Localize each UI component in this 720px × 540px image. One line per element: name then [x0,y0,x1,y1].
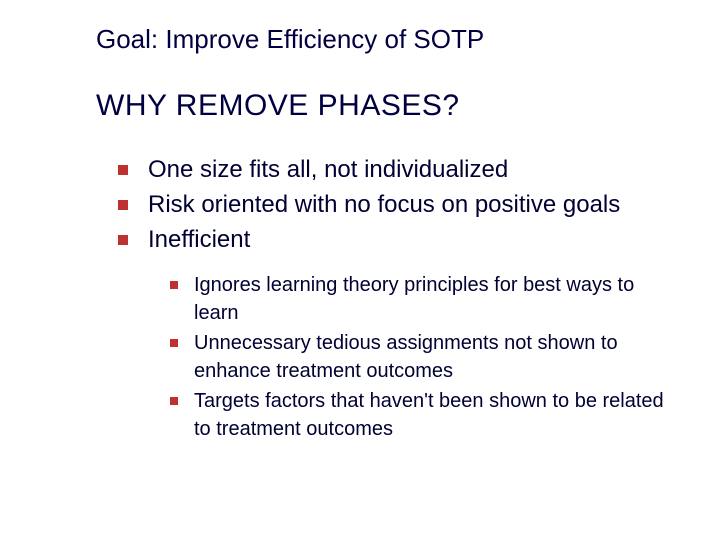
slide-title: WHY REMOVE PHASES? [0,89,720,123]
bullet-list-level2: Ignores learning theory principles for b… [0,271,720,443]
bullet-list-level1: One size fits all, not individualized Ri… [0,153,720,257]
list-item: Unnecessary tedious assignments not show… [170,329,720,385]
list-item: Ignores learning theory principles for b… [170,271,720,327]
goal-heading: Goal: Improve Efficiency of SOTP [0,24,720,55]
list-item: Targets factors that haven't been shown … [170,387,720,443]
list-item: Risk oriented with no focus on positive … [118,188,720,223]
list-item: Inefficient [118,223,720,258]
list-item: One size fits all, not individualized [118,153,720,188]
